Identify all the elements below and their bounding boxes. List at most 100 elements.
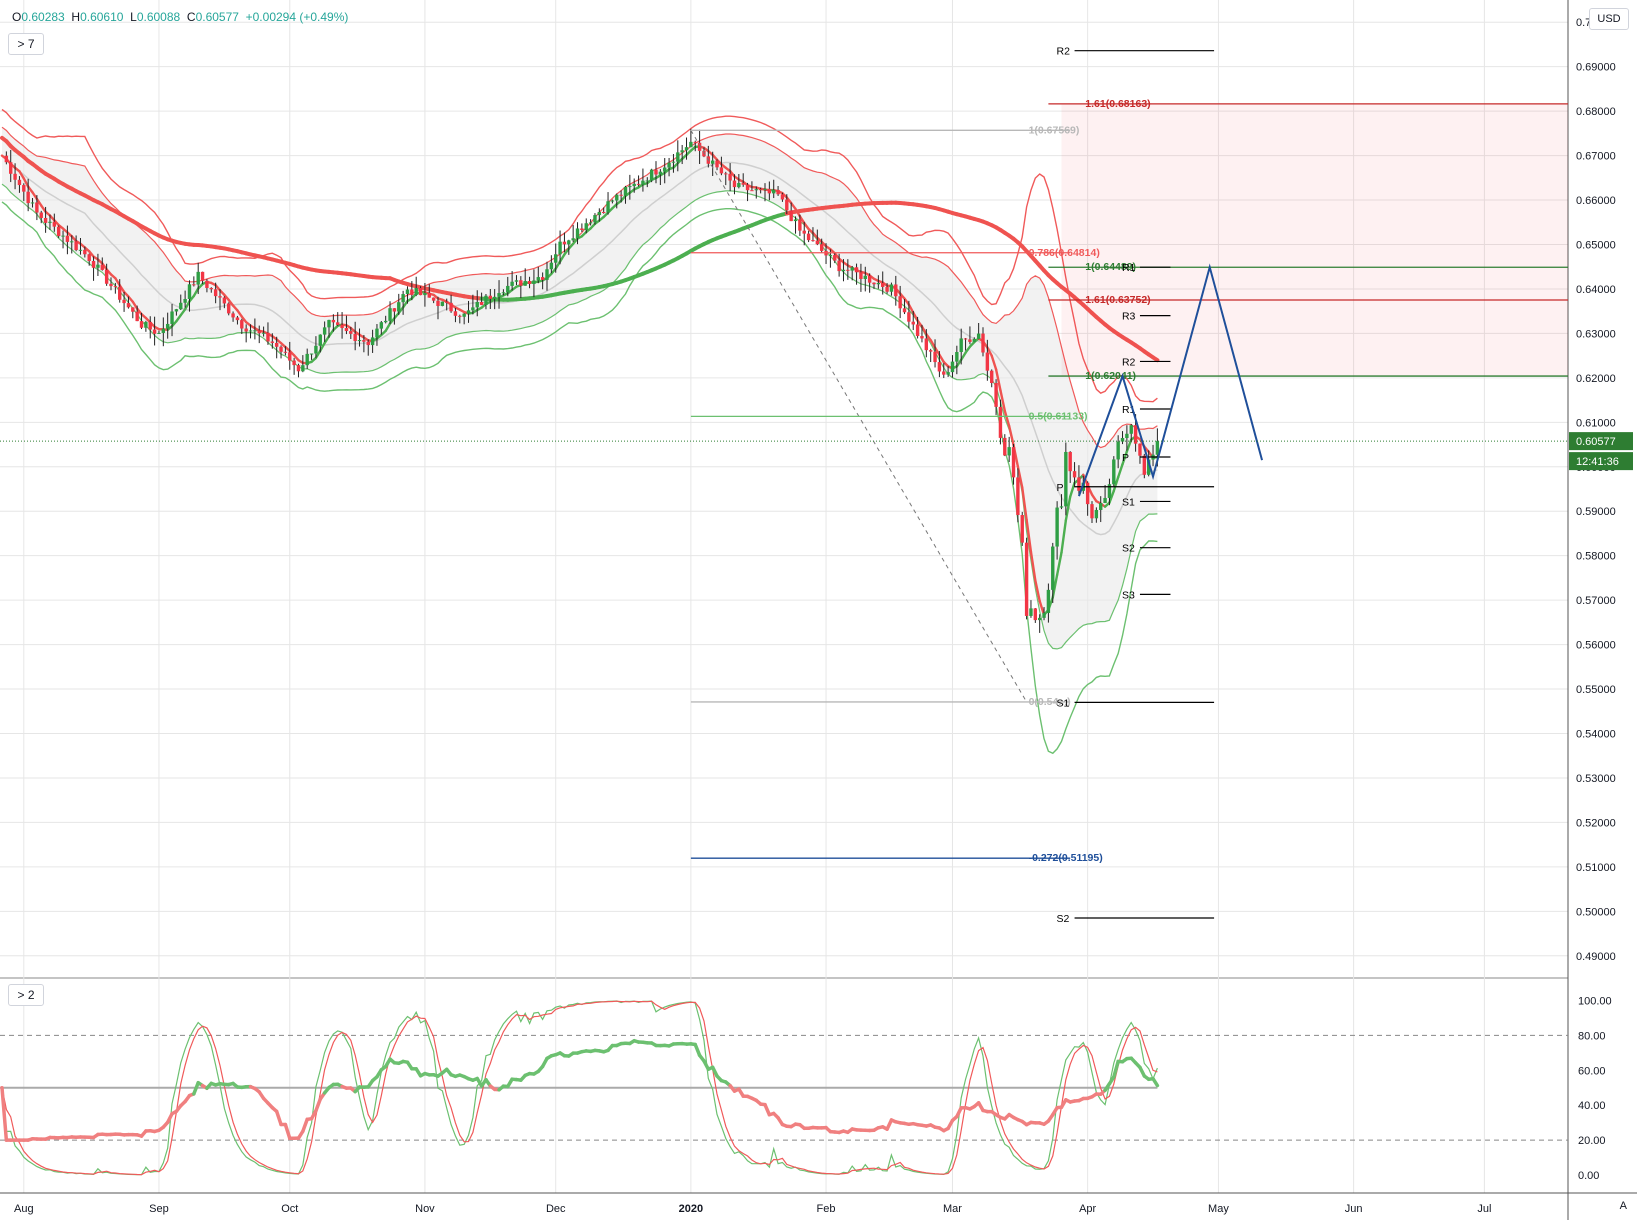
main-pane-indicators-button[interactable]: > 7 (8, 33, 44, 55)
candle-body (811, 240, 815, 242)
fast-average-segment (1055, 551, 1063, 577)
fast-average-segment (920, 325, 928, 336)
candle-body (74, 241, 78, 251)
candle-body (466, 310, 471, 314)
candle-body (815, 240, 820, 245)
candle-body (52, 221, 57, 227)
candle-body (597, 211, 602, 216)
candle-body (1016, 477, 1020, 516)
candle-body (91, 261, 96, 268)
candle-body (588, 222, 593, 224)
currency-unit-button[interactable]: USD (1589, 8, 1629, 30)
candle-body (296, 365, 301, 372)
candle-body (357, 340, 362, 342)
candle-body (235, 317, 240, 321)
candle-body (580, 228, 584, 231)
candle-body (43, 217, 48, 223)
candle-body (649, 169, 654, 181)
low-value: 0.60088 (136, 10, 181, 24)
candle-body (379, 322, 384, 329)
price-tick-label: 0.57000 (1576, 595, 1616, 607)
candle-body (392, 308, 397, 312)
candle-body (885, 286, 889, 292)
candle-body (1155, 441, 1160, 455)
candle-body (802, 230, 806, 234)
candle-body (56, 226, 61, 237)
candle-body (270, 341, 275, 343)
fast-average-segment (319, 341, 326, 352)
fast-average-segment (1112, 476, 1120, 493)
candle-body (113, 286, 118, 288)
rsi-segment (763, 1102, 772, 1117)
candle-body (301, 365, 305, 372)
candle-body (876, 282, 881, 285)
candle-body (148, 321, 152, 330)
candle-body (1107, 484, 1112, 498)
fast-average-segment (1068, 481, 1076, 498)
candle-body (436, 300, 440, 306)
oscillator-pane-indicators-button[interactable]: > 2 (8, 984, 44, 1006)
candle-body (955, 352, 959, 362)
time-tick-label: Sep (149, 1203, 169, 1215)
candle-body (937, 362, 942, 372)
candle-body (540, 277, 545, 280)
candle-body (353, 333, 357, 342)
rsi-segment (301, 1117, 309, 1134)
fast-average-segment (1125, 438, 1133, 453)
fast-average-segment (1038, 599, 1046, 617)
inner-upper-band (1, 126, 1158, 449)
candle-body (170, 311, 174, 324)
candle-body (676, 152, 680, 162)
candle-body (261, 332, 266, 334)
fast-average-segment (183, 300, 191, 311)
fast-average-segment (999, 388, 1006, 412)
candle-body (362, 340, 366, 342)
candle-body (126, 303, 131, 308)
time-tick-label: Jul (1477, 1203, 1491, 1215)
candle-body (898, 296, 902, 309)
pivot-label: P (1122, 452, 1129, 464)
candle-body (1072, 471, 1077, 478)
candle-body (410, 289, 414, 295)
candle-body (22, 185, 26, 192)
candle-body (785, 199, 789, 211)
candle-body (388, 308, 392, 321)
candle-body (693, 141, 697, 143)
candle-body (231, 313, 235, 318)
candle-body (209, 287, 213, 290)
fib-level-label: 0.5(0.61133) (1029, 410, 1088, 422)
last-price-tag (1569, 432, 1633, 451)
fast-average-segment (192, 287, 200, 298)
candle-body (1085, 482, 1090, 505)
candle-body (907, 312, 911, 322)
candle-body (819, 244, 824, 251)
high-label: H (71, 10, 81, 24)
time-tick-label: 2020 (679, 1203, 703, 1215)
candle-body (920, 336, 924, 339)
candle-body (680, 150, 684, 153)
candle-body (1133, 425, 1138, 444)
candle-body (1142, 455, 1147, 475)
candle-body (1077, 477, 1081, 491)
candle-body (850, 267, 854, 271)
candle-body (750, 190, 754, 192)
auto-scale-button[interactable]: A (1619, 1200, 1627, 1212)
candle-body (1042, 612, 1046, 618)
candle-body (571, 238, 575, 241)
candle-body (309, 353, 314, 355)
fib-target-zone (1061, 103, 1568, 377)
price-tick-label: 0.69000 (1576, 62, 1616, 74)
candle-body (1116, 441, 1120, 460)
candle-body (13, 173, 17, 180)
candle-body (619, 194, 623, 196)
fast-average-segment (907, 303, 915, 314)
candle-body (754, 189, 758, 191)
candle-body (349, 331, 353, 334)
candle-body (902, 308, 907, 313)
candle-body (336, 322, 340, 325)
fast-average-segment (933, 346, 941, 356)
fast-average-segment (803, 221, 810, 231)
time-tick-label: Apr (1079, 1203, 1096, 1215)
price-tick-label: 0.64000 (1576, 284, 1616, 296)
